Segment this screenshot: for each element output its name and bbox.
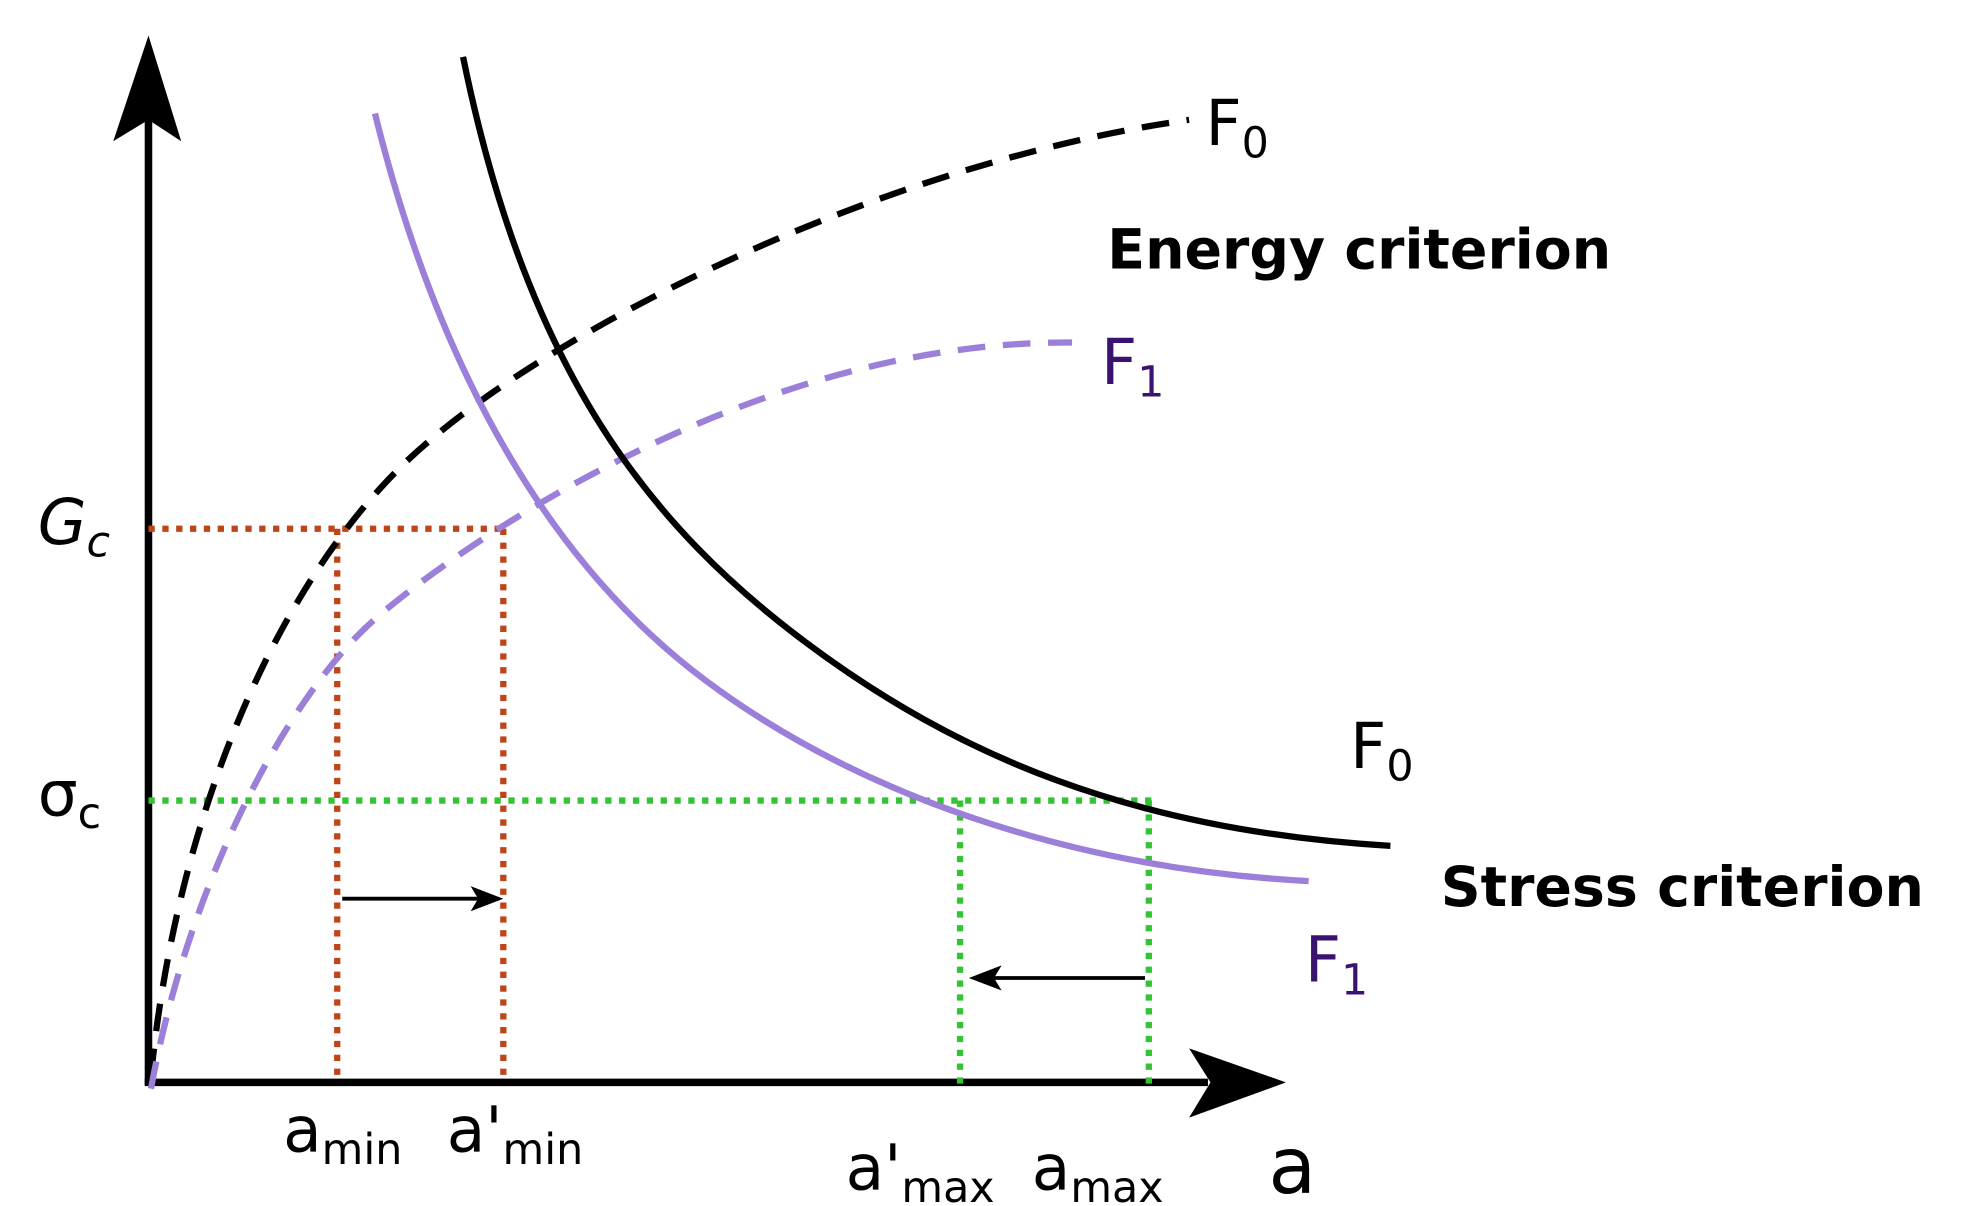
label-sub: max (901, 1163, 994, 1206)
curve-label: F0 (1350, 710, 1413, 792)
label-base: F (1350, 710, 1386, 783)
label-sub: 0 (1242, 119, 1269, 169)
label-base: G (38, 486, 87, 559)
label-sub: 1 (1137, 358, 1164, 408)
x-marker: amin (283, 1094, 402, 1176)
shift-arrowhead (968, 965, 1002, 991)
curve-label: F1 (1305, 924, 1368, 1006)
label-base: F (1305, 924, 1341, 997)
label-sub: min (503, 1125, 584, 1175)
gc-guides (148, 525, 507, 1078)
label-sub: 1 (1341, 955, 1368, 1005)
x-marker: a'min (447, 1094, 584, 1176)
x-marker: amax (1032, 1131, 1164, 1206)
criterion-label: Energy criterion (1107, 218, 1611, 282)
label-base: F (1101, 326, 1137, 399)
x-axis-arrow (1189, 1048, 1286, 1118)
y-marker: Gc (38, 486, 110, 568)
label-sub: c (78, 789, 102, 839)
x-marker: a'max (846, 1131, 995, 1206)
shift-arrowhead (470, 886, 504, 912)
label-sub: 0 (1386, 741, 1413, 791)
y-marker: σc (38, 758, 101, 840)
energy-curve-f0 (147, 116, 1190, 1077)
stress-curve-f1 (371, 112, 1309, 885)
label-sub: min (322, 1125, 403, 1175)
label-base: a' (447, 1094, 503, 1167)
energy-curve-f1 (147, 339, 1073, 1090)
y-axis-arrow (113, 35, 182, 142)
label-base: F (1205, 87, 1241, 160)
label-sub: c (86, 517, 110, 567)
curve-label: F0 (1205, 87, 1268, 169)
criterion-label: Stress criterion (1441, 856, 1924, 920)
stress-curve-f0 (459, 56, 1391, 849)
sigma-guides (148, 797, 1156, 1090)
x-axis-label: a (1268, 1122, 1316, 1206)
label-base: a (283, 1094, 322, 1167)
curve-label: F1 (1101, 326, 1164, 408)
label-base: a (1032, 1131, 1071, 1204)
label-base: a' (846, 1131, 902, 1204)
label-sub: max (1070, 1163, 1163, 1206)
label-base: σ (38, 758, 78, 831)
